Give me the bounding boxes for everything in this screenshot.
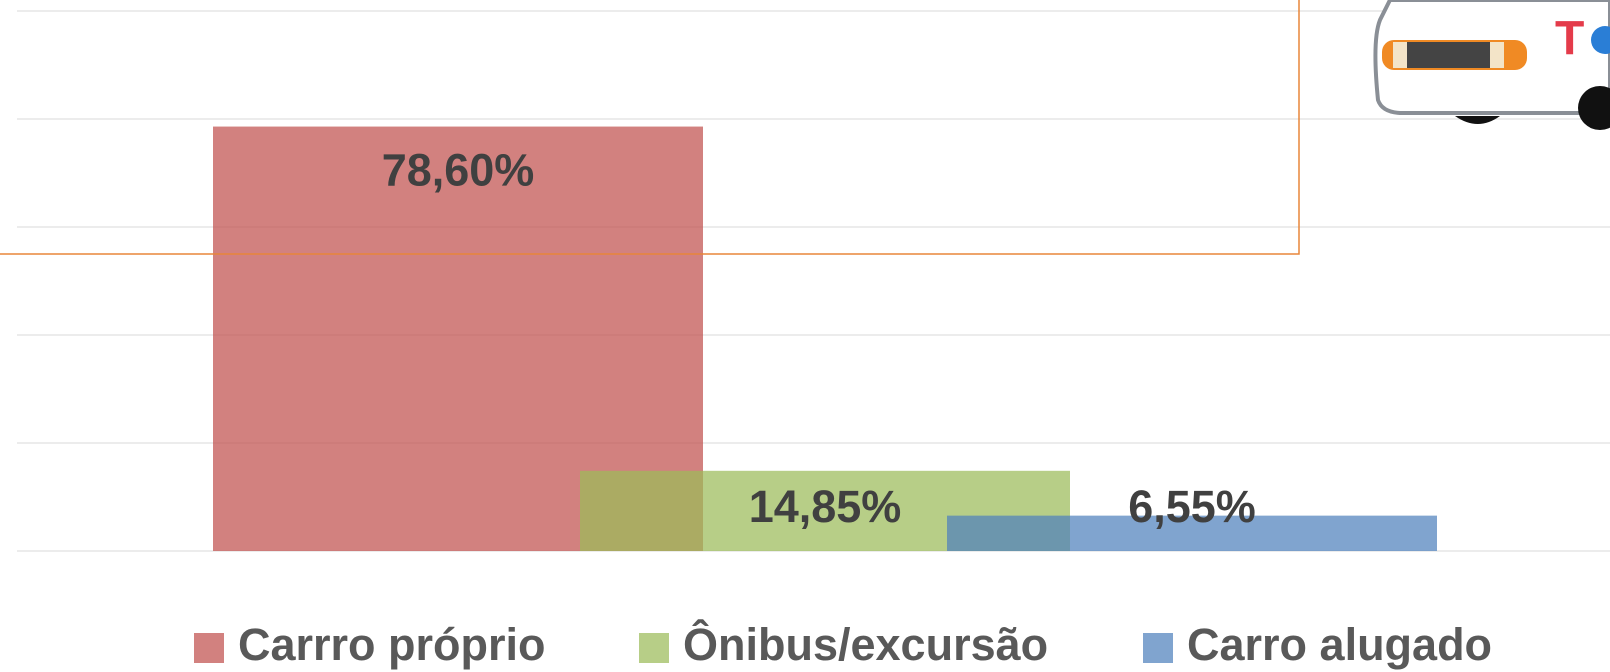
legend-swatch <box>639 633 669 663</box>
chart: T 78,60% 14,85% 6,55% Carrro próprio Ônibus… <box>0 0 1610 672</box>
value-label: 6,55% <box>1128 481 1256 532</box>
legend-swatch <box>1143 633 1173 663</box>
value-label: 14,85% <box>749 481 902 532</box>
legend-label: Carrro próprio <box>238 619 546 670</box>
legend: Carrro próprio Ônibus/excursão Carro aluga… <box>194 619 1492 670</box>
value-label: 78,60% <box>382 144 535 195</box>
legend-label: Carro alugado <box>1187 619 1492 670</box>
car-logo: T <box>1555 13 1584 66</box>
legend-label: Ônibus/excursão <box>683 619 1048 670</box>
legend-swatch <box>194 633 224 663</box>
car-illustration: T <box>1375 0 1610 130</box>
